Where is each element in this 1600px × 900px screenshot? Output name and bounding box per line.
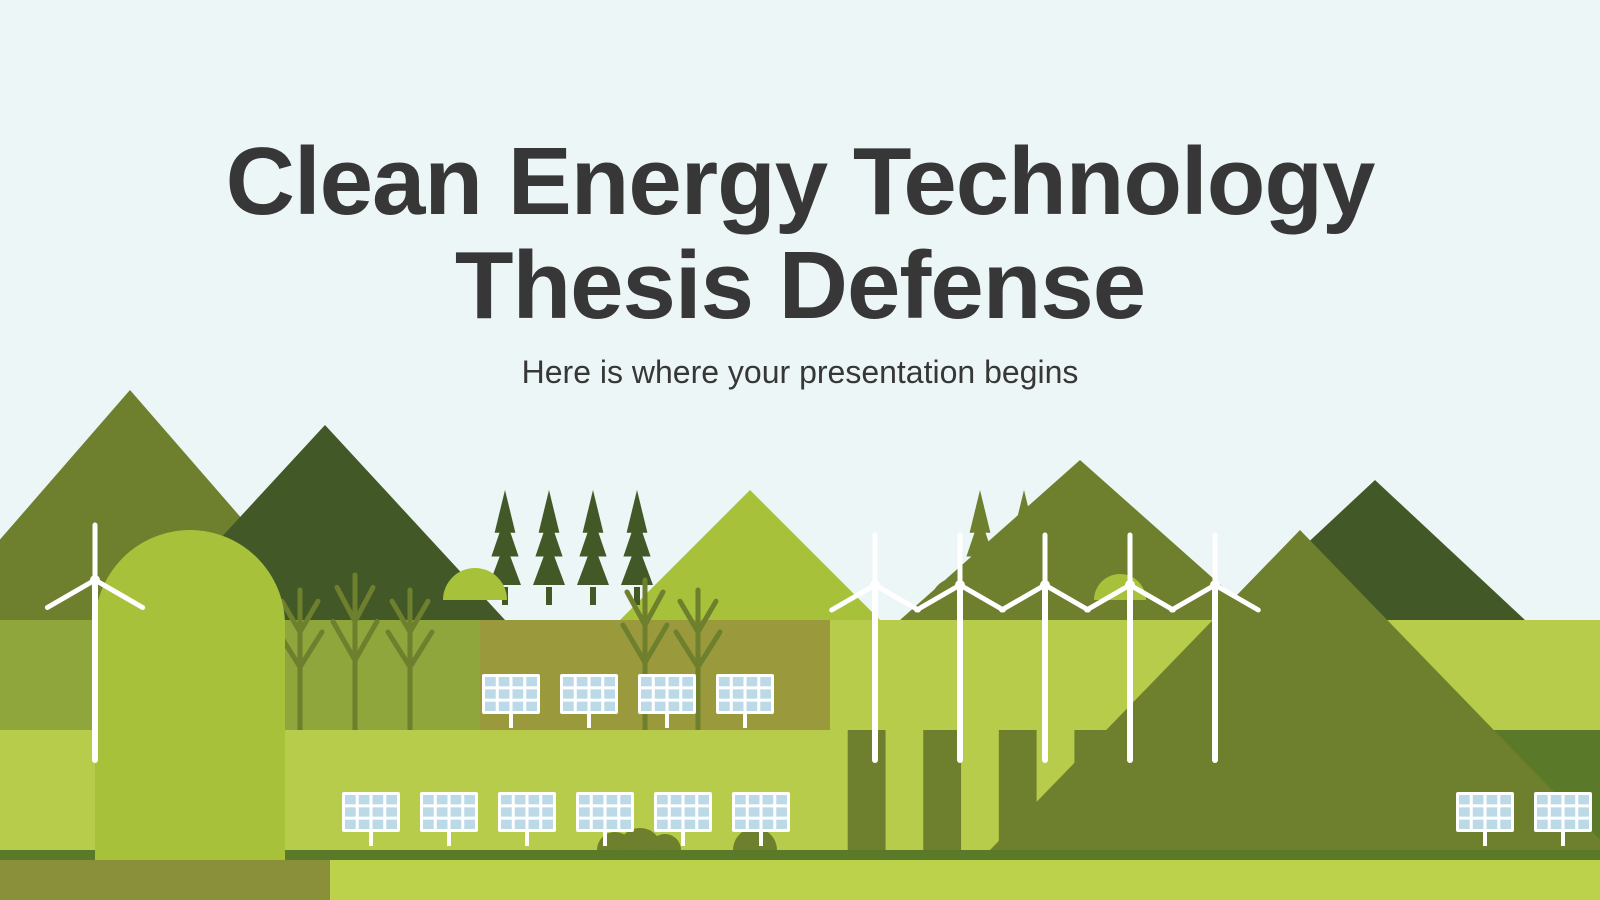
slide: Clean Energy TechnologyThesis Defense He… [0, 0, 1600, 900]
slide-title: Clean Energy TechnologyThesis Defense [0, 130, 1600, 337]
slide-subtitle: Here is where your presentation begins [0, 354, 1600, 391]
